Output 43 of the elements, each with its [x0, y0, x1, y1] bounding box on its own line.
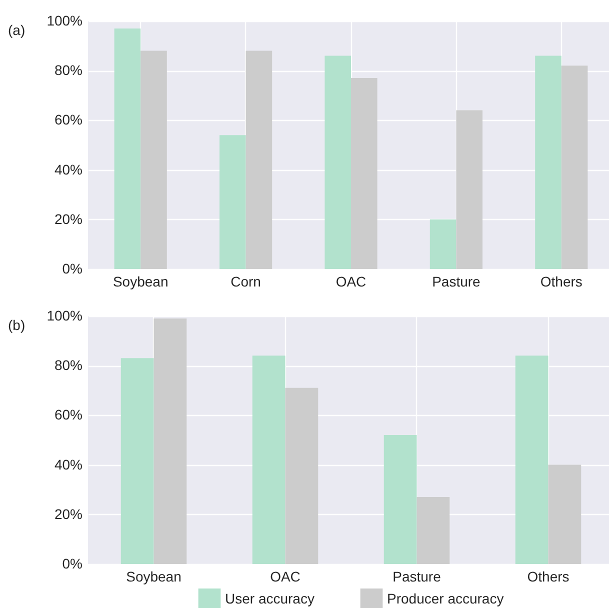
- bar: [548, 464, 582, 564]
- bar: [456, 110, 482, 269]
- x-tick-label: Others: [540, 274, 582, 290]
- x-tick-label: Pasture: [432, 274, 481, 290]
- bar: [154, 318, 187, 564]
- legend-label: User accuracy: [225, 590, 314, 607]
- chart-title: (b): [8, 317, 26, 333]
- bar: [561, 66, 588, 269]
- x-tick-label: Soybean: [126, 568, 182, 584]
- x-tick-label: Corn: [230, 274, 261, 290]
- bar: [120, 358, 154, 564]
- bar: [220, 135, 246, 269]
- bar: [430, 219, 456, 269]
- x-tick-label: Others: [527, 568, 570, 584]
- y-tick-label: 60%: [54, 406, 82, 423]
- bar: [140, 50, 167, 269]
- y-tick-label: 40%: [54, 161, 82, 178]
- bar: [416, 497, 450, 564]
- bar: [351, 78, 378, 269]
- y-tick-label: 20%: [54, 210, 82, 227]
- y-tick-label: 60%: [54, 112, 82, 128]
- bar: [246, 50, 272, 269]
- bar: [285, 388, 318, 564]
- chart-title: (a): [8, 22, 26, 38]
- y-tick-label: 20%: [54, 506, 82, 522]
- bar: [515, 356, 548, 564]
- x-tick-label: Soybean: [112, 274, 168, 290]
- y-tick-label: 40%: [54, 456, 82, 472]
- y-tick-label: 100%: [46, 308, 82, 324]
- y-tick-label: 100%: [46, 12, 82, 28]
- legend-label: Producer accuracy: [387, 590, 504, 607]
- y-tick-label: 0%: [62, 260, 82, 276]
- bar: [252, 356, 286, 564]
- x-tick-label: OAC: [336, 274, 366, 290]
- x-tick-label: Pasture: [392, 568, 442, 584]
- x-tick-label: OAC: [270, 568, 300, 584]
- y-tick-label: 0%: [62, 556, 82, 572]
- bar: [535, 56, 562, 269]
- y-tick-label: 80%: [54, 62, 82, 78]
- bar: [324, 56, 351, 269]
- bar: [384, 435, 417, 564]
- bar: [114, 28, 141, 269]
- y-tick-label: 80%: [54, 357, 82, 374]
